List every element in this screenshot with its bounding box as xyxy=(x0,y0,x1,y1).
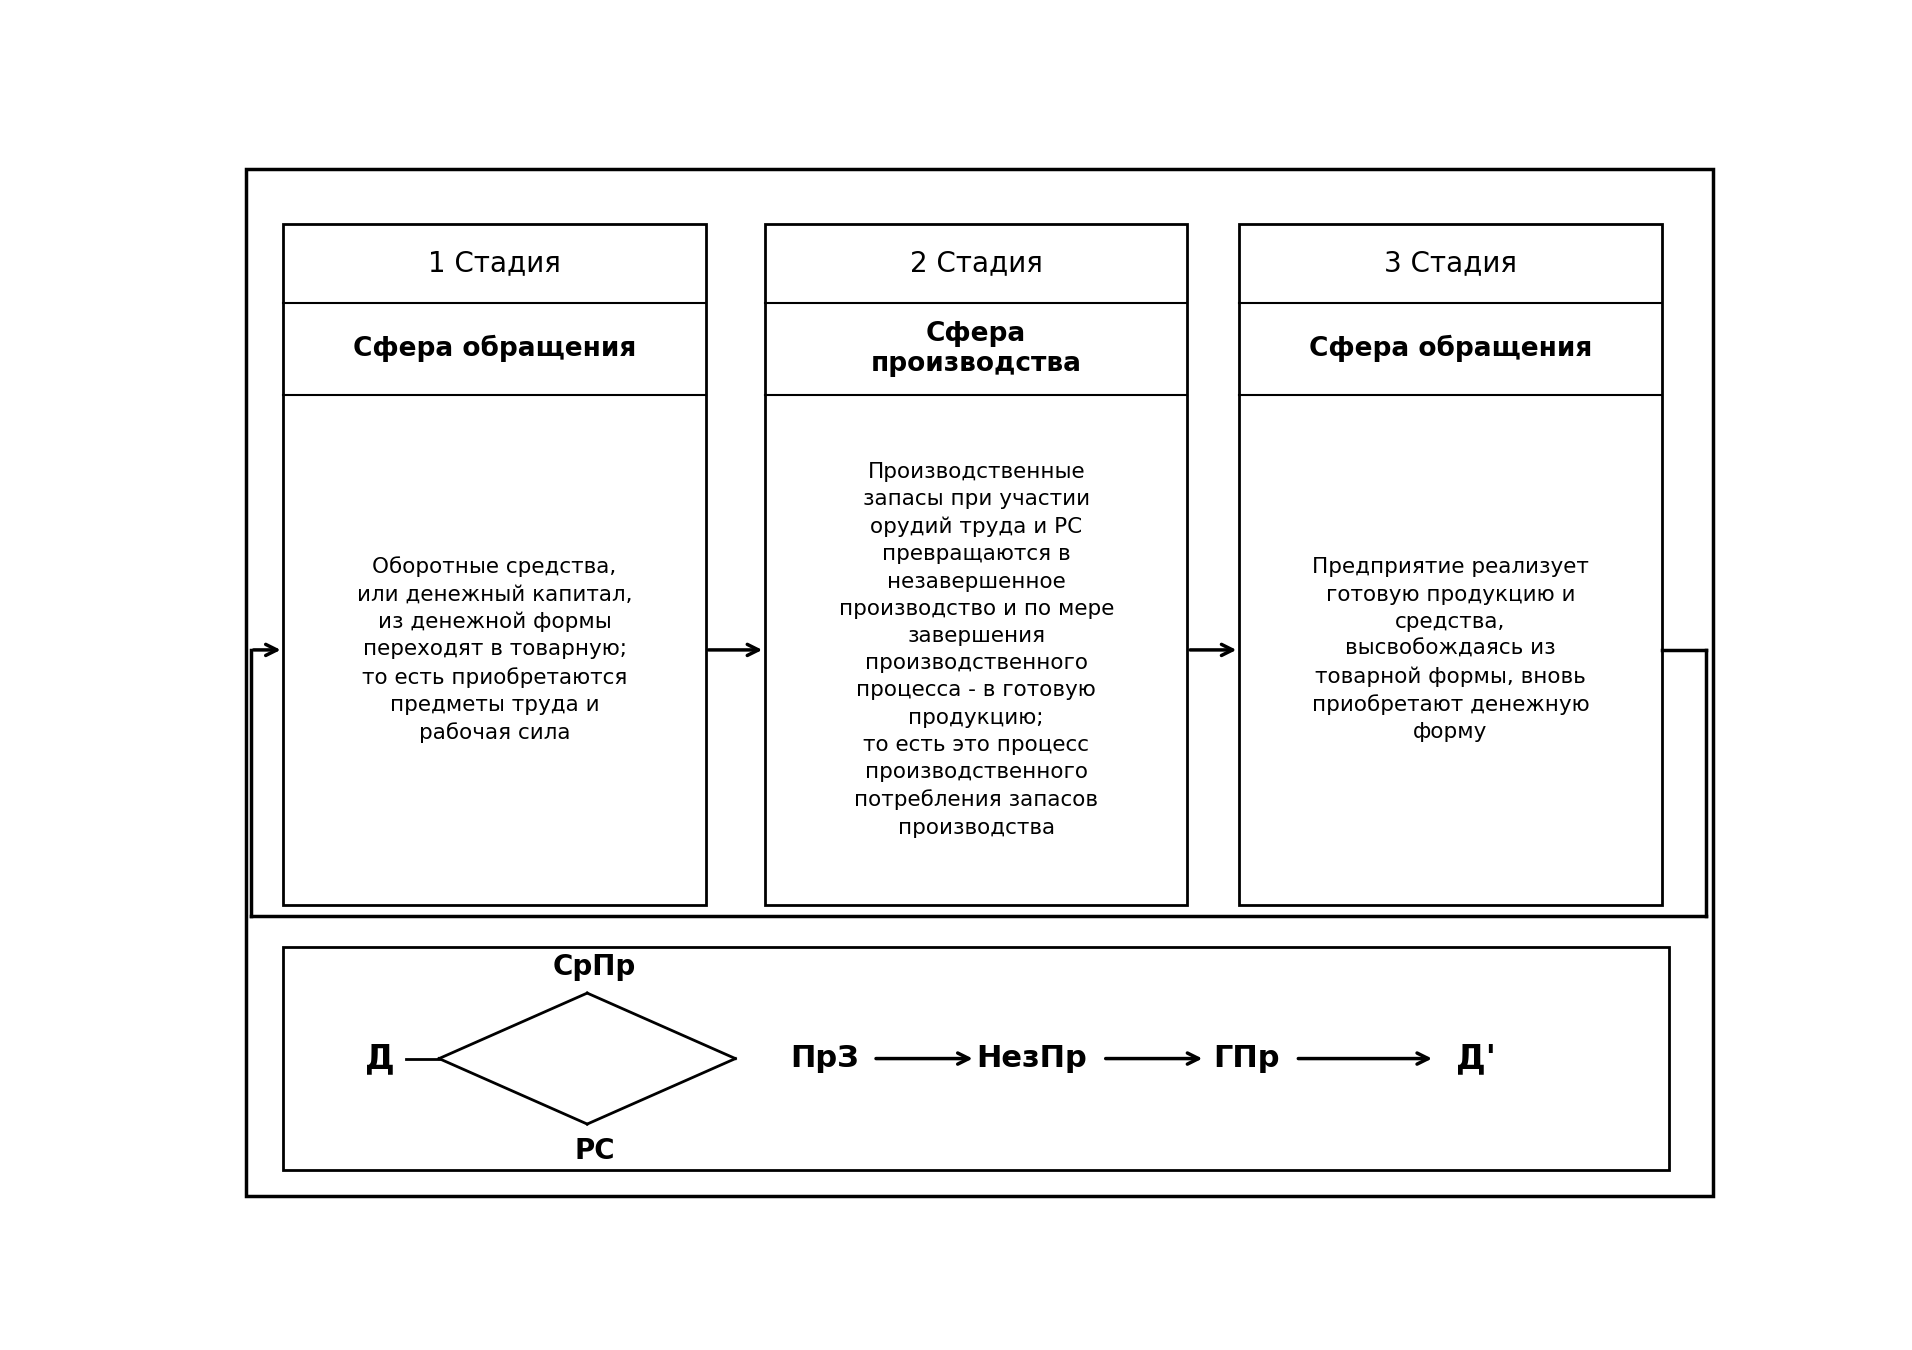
Text: 1 Стадия: 1 Стадия xyxy=(428,250,560,278)
Text: Сфера
производства: Сфера производства xyxy=(870,321,1082,377)
Text: Оборотные средства,
или денежный капитал,
из денежной формы
переходят в товарную: Оборотные средства, или денежный капитал… xyxy=(358,556,633,744)
Text: Д': Д' xyxy=(1457,1042,1497,1075)
Text: ПрЗ: ПрЗ xyxy=(790,1044,858,1073)
Text: РС: РС xyxy=(574,1137,616,1165)
Text: 2 Стадия: 2 Стадия xyxy=(910,250,1042,278)
Text: Сфера обращения: Сфера обращения xyxy=(1308,335,1593,362)
Text: Д: Д xyxy=(365,1042,394,1075)
Bar xyxy=(765,224,1187,906)
Text: Предприятие реализует
готовую продукцию и
средства,
высвобождаясь из
товарной фо: Предприятие реализует готовую продукцию … xyxy=(1312,558,1589,742)
Bar xyxy=(283,224,706,906)
Text: 3 Стадия: 3 Стадия xyxy=(1384,250,1516,278)
Text: СрПр: СрПр xyxy=(553,953,637,980)
Text: НезПр: НезПр xyxy=(977,1044,1088,1073)
Text: ГПр: ГПр xyxy=(1214,1044,1279,1073)
Bar xyxy=(283,946,1669,1170)
Text: Сфера обращения: Сфера обращения xyxy=(354,335,637,362)
Text: Производственные
запасы при участии
орудий труда и РС
превращаются в
незавершенн: Производственные запасы при участии оруд… xyxy=(839,462,1115,838)
Bar xyxy=(1239,224,1662,906)
